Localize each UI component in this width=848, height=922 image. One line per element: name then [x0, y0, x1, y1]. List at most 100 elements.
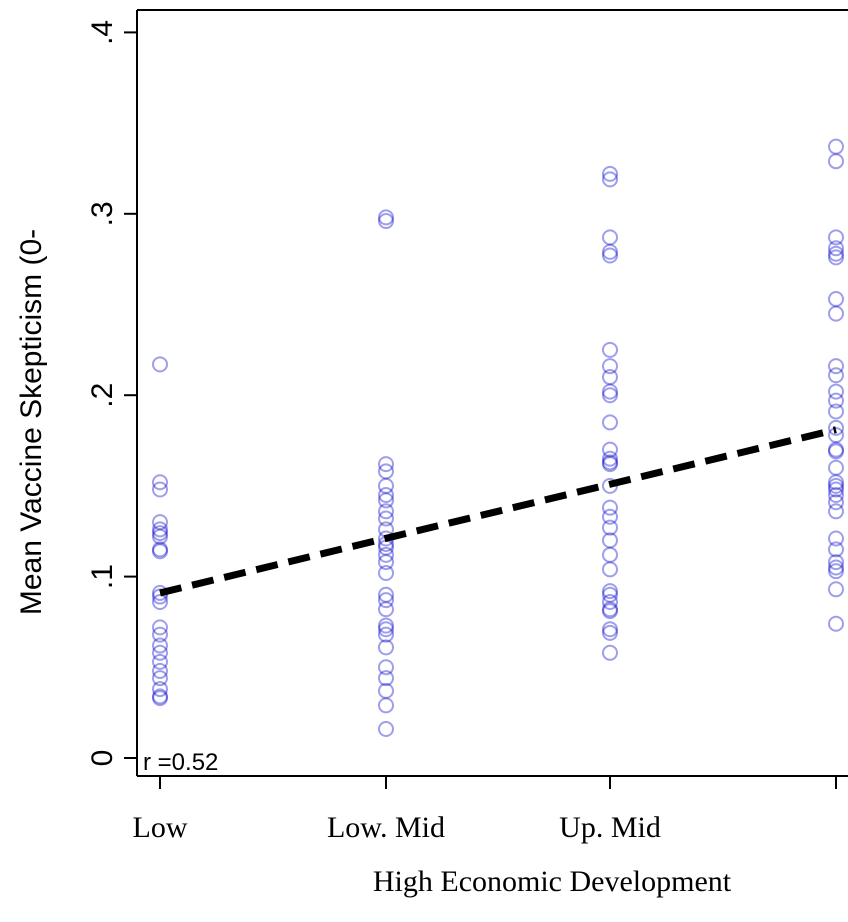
fit-line-layer: [159, 426, 837, 597]
data-point: [602, 508, 618, 525]
data-point: [828, 419, 844, 436]
data-point: [378, 213, 394, 230]
data-point: [828, 229, 844, 246]
y-tick-label: .3: [86, 201, 119, 226]
x-tick-label: Up. Mid: [559, 811, 661, 844]
x-tick-label: Low: [133, 811, 188, 844]
data-point: [152, 514, 168, 531]
data-point: [828, 403, 844, 420]
data-point: [828, 615, 844, 632]
data-point: [152, 525, 168, 542]
data-point: [602, 583, 618, 600]
data-point: [378, 510, 394, 527]
data-point: [378, 592, 394, 609]
data-point: [602, 369, 618, 386]
data-point: [602, 247, 618, 264]
data-point: [602, 358, 618, 375]
data-point: [602, 454, 618, 471]
data-point: [378, 486, 394, 503]
data-point: [152, 626, 168, 643]
data-point: [152, 690, 168, 707]
data-point: [152, 593, 168, 610]
data-point: [828, 441, 844, 458]
data-point: [602, 621, 618, 638]
data-point: [828, 383, 844, 400]
correlation-annotation: r =0.52: [143, 749, 218, 776]
data-point: [152, 528, 168, 545]
data-point: [602, 601, 618, 618]
data-point: [602, 499, 618, 516]
data-point: [378, 477, 394, 494]
data-point: [828, 392, 844, 409]
data-point: [602, 593, 618, 610]
data-point: [828, 443, 844, 460]
data-point: [828, 559, 844, 576]
data-point: [602, 603, 618, 620]
data-point: [828, 503, 844, 520]
x-axis-ticks: Low Low. Mid Up. Mid: [133, 776, 837, 844]
data-point: [828, 563, 844, 580]
x-axis-title: High Economic Development: [373, 865, 732, 898]
data-point: [602, 546, 618, 563]
data-point: [378, 564, 394, 581]
data-point: [378, 720, 394, 737]
data-point: [152, 653, 168, 670]
data-point: [828, 367, 844, 384]
data-point: [602, 441, 618, 458]
data-point: [828, 581, 844, 598]
data-point: [828, 530, 844, 547]
x-tick-label: Low. Mid: [327, 811, 445, 844]
data-point: [378, 670, 394, 687]
data-point: [602, 532, 618, 549]
data-point: [152, 543, 168, 560]
data-point: [378, 682, 394, 699]
data-point: [828, 481, 844, 498]
data-point: [602, 450, 618, 467]
data-point: [602, 243, 618, 260]
data-point: [378, 492, 394, 509]
data-point: [602, 165, 618, 182]
data-point: [378, 626, 394, 643]
data-point: [828, 291, 844, 308]
data-point: [828, 358, 844, 375]
data-point: [602, 624, 618, 641]
data-point: [602, 414, 618, 431]
y-axis-title: Mean Vaccine Skepticism (0-: [15, 229, 48, 615]
y-tick-label: .4: [86, 20, 119, 45]
data-point: [828, 240, 844, 257]
data-point: [152, 356, 168, 373]
data-point: [152, 619, 168, 636]
data-point: [378, 617, 394, 634]
data-point: [602, 229, 618, 246]
data-point: [828, 245, 844, 262]
data-point: [828, 486, 844, 503]
axes: 0 .1 .2 .3 .4 Low Low. Mid Up. Mid: [86, 9, 848, 844]
data-point: [602, 561, 618, 578]
data-point: [378, 639, 394, 656]
data-point: [602, 644, 618, 661]
data-point: [378, 503, 394, 520]
data-point: [602, 383, 618, 400]
data-point: [602, 519, 618, 536]
y-tick-label: .2: [86, 383, 119, 408]
data-point: [152, 670, 168, 687]
data-point: [378, 697, 394, 714]
data-point: [828, 153, 844, 170]
data-point: [602, 171, 618, 188]
data-point: [828, 138, 844, 155]
data-point: [378, 546, 394, 563]
data-point: [602, 586, 618, 603]
data-point: [378, 209, 394, 226]
data-point: [378, 554, 394, 571]
data-point: [828, 427, 844, 444]
data-points: [152, 138, 844, 737]
data-point: [378, 621, 394, 638]
data-point: [602, 341, 618, 358]
y-tick-label: .1: [86, 564, 119, 589]
data-point: [152, 681, 168, 698]
data-point: [828, 554, 844, 571]
data-point: [152, 637, 168, 654]
data-point: [828, 474, 844, 491]
data-point: [378, 601, 394, 618]
